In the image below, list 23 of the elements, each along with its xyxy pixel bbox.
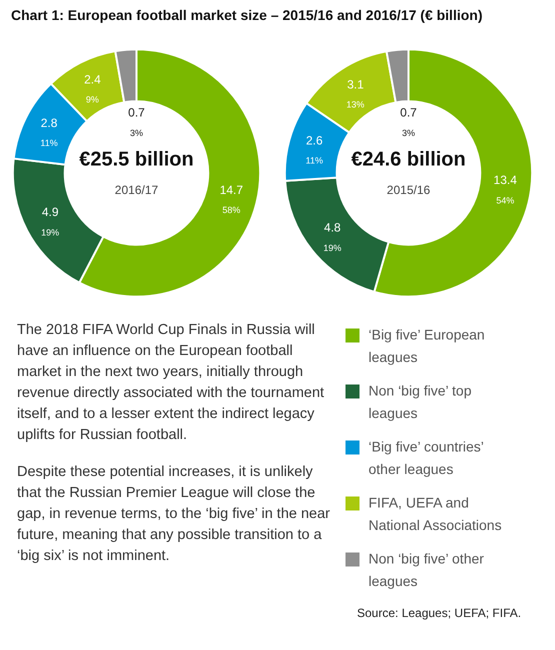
data-label: 4.8 19% — [323, 220, 342, 253]
text: Despite these potential increases, it is unlikely that the Russian Premier League will close the gap, in revenue terms, to the ‘big five’ in the near future, meaning that any possible transition to a ‘big six’ is not imminent. — [17, 463, 332, 566]
data-label: 3.1 13% — [346, 78, 364, 110]
data-label: 2.6 11% — [306, 134, 324, 166]
chart-title: Chart 1: European football market size – 2015/16 and 2016/17 (€ billion) — [11, 7, 482, 23]
data-label: 2.8 11% — [40, 116, 58, 148]
legend-label: FIFA, UEFA and National Associations — [368, 494, 502, 533]
data-label: 13.4 54% — [494, 173, 518, 206]
data-label: 0.7 3% — [128, 106, 146, 138]
data-label: 2.4 9% — [84, 72, 102, 104]
data-label: 14.7 58% — [220, 182, 244, 215]
text: 2015/16 — [386, 182, 431, 197]
text: €24.6 billion — [351, 148, 466, 171]
text: 2016/17 — [114, 182, 159, 197]
text: The 2018 FIFA World Cup Finals in Russia will have an influence on the European football market in the next two years, initially through revenue directly associated with the tournament itself, and to a lesser extent the indirect legacy uplifts for Russian football. — [17, 321, 326, 446]
legend-label: Non ‘big five’ other leagues — [368, 550, 484, 589]
source-note: Source: Leagues; UEFA; FIFA. — [357, 605, 522, 622]
data-label: 4.9 19% — [41, 205, 60, 238]
legend-label: Non ‘big five’ top leagues — [368, 382, 472, 421]
legend-label: ‘Big five’ European leagues — [368, 326, 485, 365]
legend-label: ‘Big five’ countries’ other leagues — [368, 438, 484, 477]
text: €25.5 billion — [79, 148, 194, 171]
data-label: 0.7 3% — [400, 106, 418, 138]
